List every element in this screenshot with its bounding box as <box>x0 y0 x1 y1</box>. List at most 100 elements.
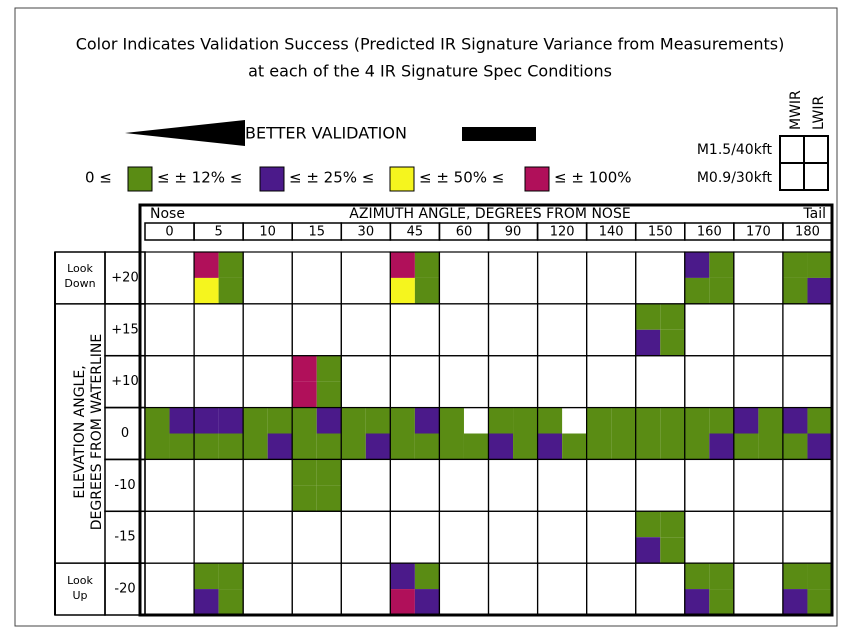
quadrant <box>194 252 219 278</box>
cell <box>389 355 441 409</box>
quadrant <box>169 433 195 460</box>
quadrant <box>635 407 661 434</box>
arrow-head <box>125 120 245 146</box>
quadrant <box>365 407 391 434</box>
quadrant <box>390 277 415 304</box>
quadrant <box>292 355 317 382</box>
quadrant <box>537 407 563 434</box>
cell <box>733 510 784 564</box>
cell <box>438 251 490 305</box>
quadrant <box>660 303 685 330</box>
quadrant <box>414 589 440 615</box>
cell <box>389 458 441 512</box>
quadrant <box>414 277 440 304</box>
cell <box>340 251 391 305</box>
column-label: 15 <box>308 225 325 240</box>
quadrant <box>218 252 244 278</box>
cell <box>389 303 441 357</box>
cell <box>340 303 391 357</box>
elevation-title: DEGREES FROM WATERLINE <box>89 334 105 531</box>
look-up: Look <box>67 574 93 587</box>
legend-swatch <box>127 166 153 192</box>
quadrant <box>684 277 710 304</box>
cell <box>291 510 342 564</box>
quadrant <box>316 407 342 434</box>
cell <box>340 510 391 564</box>
quadrant <box>390 589 415 615</box>
quadrant <box>463 433 489 460</box>
cell <box>144 458 195 512</box>
column-label: 140 <box>599 225 624 240</box>
cell <box>438 510 490 564</box>
elevation-title: ELEVATION ANGLE, <box>72 365 88 498</box>
quadrant <box>807 433 832 460</box>
quadrant <box>316 381 342 408</box>
quadrant <box>807 277 832 304</box>
quadrant <box>390 563 415 590</box>
cell <box>536 510 588 564</box>
quadrant <box>807 407 832 434</box>
quadrant <box>684 433 710 460</box>
cell <box>291 251 342 305</box>
cell <box>438 303 490 357</box>
table-border <box>138 203 834 617</box>
row-label: +10 <box>111 374 138 389</box>
cell <box>586 355 637 409</box>
cell <box>242 458 293 512</box>
quadrant <box>243 433 268 460</box>
cell <box>684 510 735 564</box>
quadrant <box>194 589 219 615</box>
cell <box>782 355 833 409</box>
quadrant <box>635 537 661 564</box>
quadrant <box>684 563 710 590</box>
quadrant <box>218 433 244 460</box>
quadrant <box>807 589 832 615</box>
quadrant <box>611 433 636 460</box>
column-label: 90 <box>505 225 522 240</box>
legend-label: ≤ ± 50% ≤ <box>419 169 504 187</box>
quadrant <box>341 407 366 434</box>
look-down: Look <box>67 262 93 275</box>
quadrant <box>782 407 808 434</box>
cell <box>193 510 244 564</box>
legend-label: ≤ ± 12% ≤ <box>157 169 242 187</box>
cell <box>635 458 686 512</box>
column-label: 0 <box>165 225 173 240</box>
key-column: LWIR <box>811 96 827 130</box>
key-column: MWIR <box>788 90 804 130</box>
column-label: 160 <box>697 225 722 240</box>
cell <box>438 458 490 512</box>
cell <box>242 562 293 616</box>
legend-swatch <box>259 166 285 192</box>
column-label: 10 <box>259 225 276 240</box>
quadrant <box>414 252 440 278</box>
quadrant <box>390 433 415 460</box>
cell <box>782 303 833 357</box>
quadrant <box>390 407 415 434</box>
row-label: -15 <box>114 530 135 545</box>
column-label: 180 <box>795 225 820 240</box>
quadrant <box>218 407 244 434</box>
quadrant <box>709 563 734 590</box>
row-label: +20 <box>111 270 138 285</box>
quadrant <box>660 433 685 460</box>
quadrant <box>684 252 710 278</box>
legend-label: ≤ ± 100% <box>554 169 632 187</box>
cell <box>144 303 195 357</box>
quadrant <box>341 433 366 460</box>
quadrant <box>635 303 661 330</box>
quadrant <box>513 407 538 434</box>
cell <box>635 355 686 409</box>
quadrant <box>660 511 685 538</box>
cell <box>733 562 784 616</box>
key-row: M1.5/40kft <box>697 142 773 158</box>
quadrant <box>782 563 808 590</box>
quadrant <box>513 433 538 460</box>
cell <box>487 458 539 512</box>
cell <box>684 458 735 512</box>
quadrant <box>733 433 759 460</box>
quadrant <box>807 563 832 590</box>
cell <box>536 458 588 512</box>
quadrant <box>562 433 587 460</box>
column-label: 120 <box>550 225 575 240</box>
